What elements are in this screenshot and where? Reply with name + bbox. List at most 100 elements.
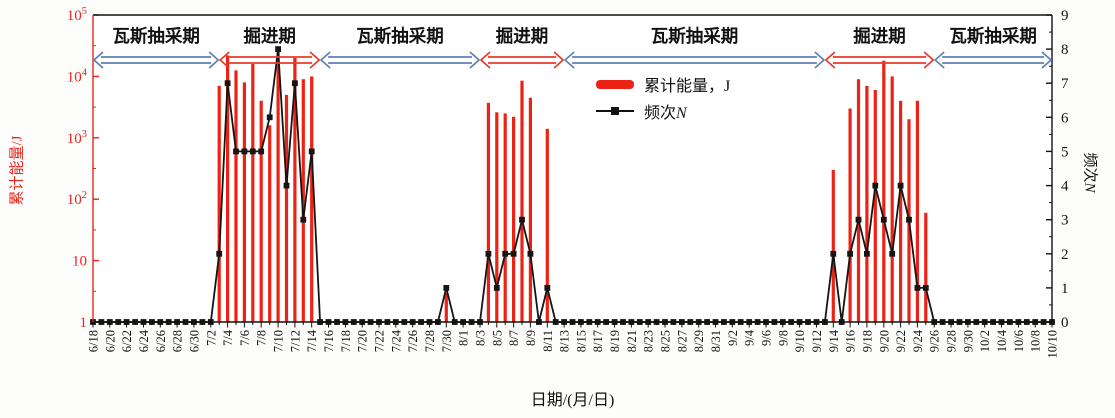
freq-marker	[889, 250, 896, 257]
svg-text:7/10: 7/10	[272, 330, 286, 352]
energy-bar	[234, 70, 238, 323]
period-label: 瓦斯抽采期	[949, 26, 1037, 46]
freq-marker	[443, 285, 450, 291]
svg-text:7: 7	[1061, 76, 1069, 92]
freq-marker	[258, 148, 265, 155]
freq-marker	[283, 182, 290, 189]
period-label: 掘进期	[853, 26, 906, 46]
energy-bar	[865, 85, 869, 323]
svg-text:3: 3	[1061, 213, 1069, 229]
freq-marker	[275, 46, 281, 52]
svg-text:8: 8	[1061, 42, 1069, 58]
svg-text:8/21: 8/21	[625, 330, 639, 352]
energy-bar	[915, 100, 919, 322]
energy-bar	[856, 79, 861, 322]
freq-marker	[872, 182, 879, 189]
x-axis-title: 日期/(月/日)	[93, 386, 1052, 410]
freq-marker	[224, 80, 231, 87]
svg-text:9/20: 9/20	[877, 330, 891, 352]
svg-text:7/2: 7/2	[204, 330, 218, 346]
svg-text:7/20: 7/20	[356, 330, 370, 352]
energy-bar	[882, 60, 886, 322]
svg-text:7/14: 7/14	[305, 329, 319, 352]
y-left-axis-title: 累计能量/J	[6, 111, 27, 231]
svg-text:7/8: 7/8	[255, 330, 269, 346]
svg-text:8/1: 8/1	[457, 330, 471, 346]
svg-text:8/27: 8/27	[675, 330, 689, 352]
svg-text:9/26: 9/26	[928, 330, 942, 352]
freq-marker	[249, 148, 256, 155]
y-left-tick-labels: 1 10 102 103 104 105	[67, 6, 88, 331]
svg-text:10/8: 10/8	[1029, 330, 1043, 352]
energy-bar	[259, 100, 263, 322]
y-right-axis-title-var: N	[1081, 182, 1098, 193]
svg-text:10: 10	[72, 254, 87, 270]
svg-text:9/24: 9/24	[911, 329, 925, 352]
freq-marker	[485, 250, 492, 257]
energy-bar	[301, 79, 305, 322]
freq-marker	[510, 250, 517, 257]
svg-text:6: 6	[1061, 110, 1069, 126]
freq-marker	[855, 216, 862, 223]
freq-marker	[847, 250, 853, 257]
energy-bar	[890, 76, 894, 323]
period-arrow-blue	[933, 51, 1053, 69]
legend-row-energy: 累计能量，J	[596, 74, 730, 95]
svg-text:0: 0	[1061, 315, 1069, 331]
freq-marker	[292, 80, 298, 87]
svg-text:7/26: 7/26	[406, 330, 420, 352]
period-arrow-blue	[563, 51, 826, 69]
svg-text:102: 102	[67, 190, 87, 208]
svg-text:8/19: 8/19	[608, 330, 622, 352]
y-left-axis-title-text: 累计能量/J	[9, 135, 26, 206]
svg-text:8/25: 8/25	[659, 330, 673, 352]
svg-text:6/28: 6/28	[171, 330, 185, 352]
svg-text:8/5: 8/5	[490, 330, 504, 346]
svg-text:7/28: 7/28	[423, 330, 437, 352]
freq-marker	[922, 285, 929, 291]
svg-text:9/12: 9/12	[810, 330, 824, 352]
energy-bar	[873, 90, 877, 322]
legend-row-freq: 频次N	[596, 101, 730, 122]
svg-text:9/10: 9/10	[793, 330, 807, 352]
energy-bar	[503, 113, 507, 323]
period-label: 掘进期	[496, 26, 549, 46]
svg-text:9/6: 9/6	[760, 330, 774, 346]
svg-text:7/16: 7/16	[322, 330, 336, 352]
freq-marker	[914, 285, 921, 291]
energy-bar	[284, 94, 289, 323]
svg-text:7/30: 7/30	[440, 330, 454, 352]
svg-text:7/4: 7/4	[221, 329, 235, 346]
energy-bar	[310, 76, 314, 323]
period-arrow-red	[218, 51, 321, 69]
svg-text:9/8: 9/8	[776, 330, 790, 346]
svg-text:7/22: 7/22	[373, 330, 387, 352]
freq-marker	[830, 250, 837, 257]
plot-spines	[92, 14, 1053, 323]
svg-text:9/4: 9/4	[743, 329, 757, 346]
svg-text:8/31: 8/31	[709, 330, 723, 352]
y-right-tick-labels: 0 1 2 3 4 5 6 7 8 9	[1061, 8, 1069, 331]
energy-bar	[924, 212, 928, 322]
energy-bar	[268, 125, 272, 322]
period-arrow-blue	[319, 51, 481, 69]
energy-bar	[899, 100, 903, 322]
svg-text:8/3: 8/3	[474, 330, 488, 346]
svg-text:105: 105	[67, 6, 87, 24]
x-axis-ticks	[92, 322, 1053, 328]
energy-bar	[528, 97, 532, 322]
svg-text:9/28: 9/28	[945, 330, 959, 352]
freq-marker	[493, 285, 500, 291]
energy-bar	[831, 169, 835, 322]
y-right-axis-title-cn: 频次	[1081, 152, 1098, 183]
freq-marker	[241, 148, 248, 155]
svg-text:8/29: 8/29	[692, 330, 706, 352]
energy-bar	[293, 57, 297, 323]
freq-marker	[233, 148, 239, 155]
svg-text:1: 1	[1061, 281, 1069, 297]
freq-marker	[502, 250, 509, 257]
freq-marker	[216, 250, 223, 257]
svg-text:1: 1	[80, 315, 88, 331]
freq-marker	[519, 216, 525, 223]
energy-bar	[242, 82, 246, 323]
